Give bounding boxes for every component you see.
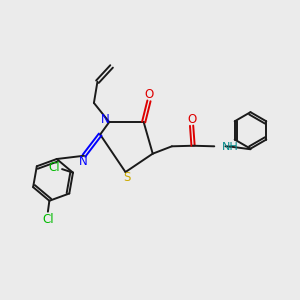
Text: S: S (123, 171, 130, 184)
Text: N: N (79, 155, 88, 168)
Text: NH: NH (222, 142, 238, 152)
Text: O: O (144, 88, 154, 101)
Text: N: N (101, 113, 110, 126)
Text: Cl: Cl (48, 161, 60, 174)
Text: O: O (187, 113, 196, 126)
Text: Cl: Cl (42, 213, 54, 226)
